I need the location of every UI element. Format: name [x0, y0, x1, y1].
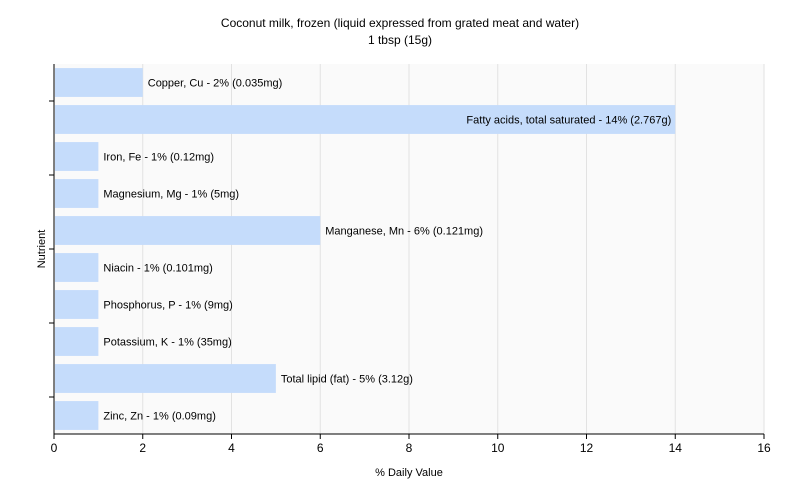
x-tick-label: 8 [406, 441, 413, 455]
x-tick-label: 16 [757, 441, 771, 455]
x-tick-label: 10 [491, 441, 505, 455]
bar [55, 105, 676, 134]
x-axis-title: % Daily Value [375, 467, 443, 479]
bar-data-label: Iron, Fe - 1% (0.12mg) [103, 152, 214, 164]
bar-data-label: Potassium, K - 1% (35mg) [103, 337, 231, 349]
x-tick-label: 4 [228, 441, 235, 455]
bar-data-label: Fatty acids, total saturated - 14% (2.76… [466, 115, 671, 127]
bar-data-label: Magnesium, Mg - 1% (5mg) [103, 189, 239, 201]
bar [55, 142, 99, 171]
bar-data-label: Manganese, Mn - 6% (0.121mg) [325, 226, 483, 238]
bar [55, 401, 99, 430]
x-tick-label: 12 [580, 441, 594, 455]
bar-data-label: Zinc, Zn - 1% (0.09mg) [103, 411, 215, 423]
bar-layer: Copper, Cu - 2% (0.035mg) Fatty acids, to… [55, 68, 676, 430]
bar-data-label: Niacin - 1% (0.101mg) [103, 263, 212, 275]
x-tick-label: 0 [51, 441, 58, 455]
bar-data-label: Total lipid (fat) - 5% (3.12g) [281, 374, 413, 386]
x-tick-label: 14 [669, 441, 683, 455]
bar-data-label: Phosphorus, P - 1% (9mg) [103, 300, 232, 312]
x-tick-label: 6 [317, 441, 324, 455]
y-axis-title: Nutrient [36, 230, 48, 269]
bar [55, 216, 321, 245]
x-tick-label: 2 [139, 441, 146, 455]
bar [55, 68, 143, 97]
bar [55, 179, 99, 208]
bar-data-label: Copper, Cu - 2% (0.035mg) [148, 78, 283, 90]
axis-layer: 0 2 4 6 8 10 12 14 16 [49, 64, 771, 455]
chart-title: Coconut milk, frozen (liquid expressed f… [221, 16, 579, 30]
bar [55, 327, 99, 356]
bar [55, 253, 99, 282]
bar [55, 364, 276, 393]
bar [55, 290, 99, 319]
chart-subtitle: 1 tbsp (15g) [368, 33, 432, 47]
